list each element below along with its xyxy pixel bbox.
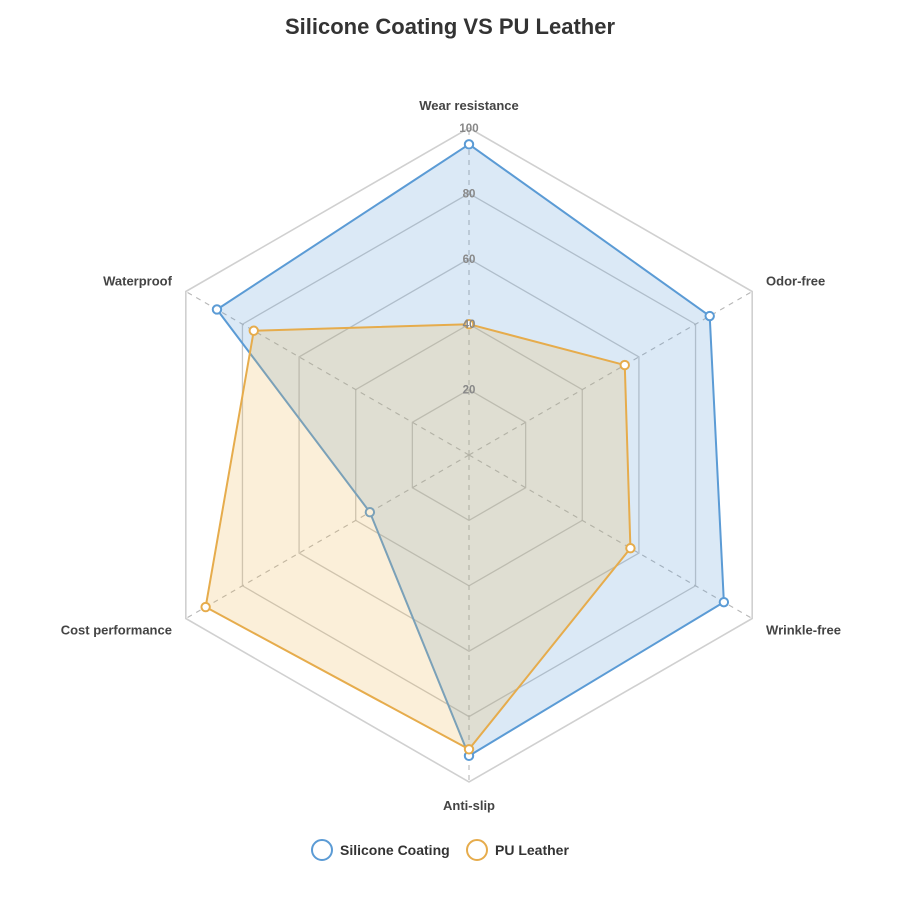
- data-point: [200, 601, 211, 613]
- data-point: [463, 139, 475, 150]
- radar-series: [200, 139, 730, 762]
- legend-item-1[interactable]: Silicone Coating: [311, 839, 450, 861]
- grid-ring-20: [411, 388, 527, 522]
- tick-label: 60: [463, 254, 476, 266]
- legend-label: Silicone Coating: [340, 842, 450, 858]
- data-point: [248, 325, 259, 336]
- data-point: [463, 744, 475, 755]
- data-point: [625, 542, 636, 554]
- axis-labels: Wear resistance Odor-free Wrinkle-free Anti…: [61, 98, 841, 813]
- axis-label: Wear resistance: [419, 98, 519, 113]
- radar-grid: [185, 127, 753, 783]
- tick-label: 100: [459, 123, 478, 135]
- axis-spoke: [468, 291, 753, 456]
- data-point: [704, 310, 715, 322]
- series-1: [211, 139, 730, 762]
- tick-label: 20: [463, 385, 476, 397]
- axis-label: Anti-slip: [443, 798, 495, 813]
- series-2: [200, 319, 636, 755]
- axis-label: Odor-free: [766, 274, 825, 289]
- data-point: [211, 304, 223, 315]
- chart-title: Silicone Coating VS PU Leather: [284, 14, 616, 39]
- axis-label: Cost performance: [61, 623, 172, 638]
- axis-spoke: [185, 454, 470, 619]
- legend-marker: [466, 839, 488, 861]
- data-point: [718, 596, 730, 608]
- data-point: [463, 319, 475, 330]
- data-point: [619, 359, 630, 371]
- legend-label: PU Leather: [495, 842, 569, 858]
- grid-ring-60: [298, 258, 640, 652]
- tick-label: 80: [463, 188, 476, 200]
- data-point: [364, 507, 376, 518]
- grid-ring-100: [185, 127, 753, 783]
- legend-marker: [311, 839, 333, 861]
- tick-labels: 20 40 60 80 100: [459, 123, 478, 397]
- axis-spoke: [185, 291, 470, 456]
- legend-item-2[interactable]: PU Leather: [466, 839, 569, 861]
- legend[interactable]: Silicone Coating PU Leather: [311, 839, 569, 861]
- axis-spoke: [468, 454, 753, 619]
- tick-label: 40: [463, 319, 476, 331]
- axis-label: Wrinkle-free: [766, 623, 841, 638]
- axis-label: Waterproof: [103, 274, 173, 289]
